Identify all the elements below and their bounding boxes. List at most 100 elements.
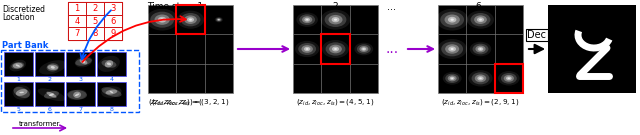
Bar xyxy=(177,5,205,34)
Ellipse shape xyxy=(67,90,87,100)
Ellipse shape xyxy=(334,48,337,50)
Ellipse shape xyxy=(215,17,223,22)
Text: Part Bank: Part Bank xyxy=(2,41,49,50)
Bar xyxy=(68,2,122,40)
Ellipse shape xyxy=(47,63,59,72)
Ellipse shape xyxy=(106,90,117,95)
Ellipse shape xyxy=(443,72,461,85)
Bar xyxy=(1,50,139,112)
Text: 3: 3 xyxy=(79,77,83,82)
Text: 6: 6 xyxy=(475,2,481,11)
Ellipse shape xyxy=(477,17,484,22)
Ellipse shape xyxy=(334,19,337,21)
Bar xyxy=(4,52,33,76)
Ellipse shape xyxy=(332,47,339,51)
Ellipse shape xyxy=(362,47,366,51)
Bar xyxy=(86,27,104,40)
Bar xyxy=(321,34,349,64)
Bar xyxy=(104,27,122,40)
Ellipse shape xyxy=(448,75,456,81)
Ellipse shape xyxy=(39,60,67,75)
Ellipse shape xyxy=(150,12,174,28)
Ellipse shape xyxy=(501,73,516,84)
Ellipse shape xyxy=(76,58,92,66)
Ellipse shape xyxy=(82,60,85,63)
Ellipse shape xyxy=(472,44,488,54)
Text: $ = ($: $ = ($ xyxy=(191,97,204,107)
Bar xyxy=(66,82,95,106)
Text: 5: 5 xyxy=(17,107,20,112)
Ellipse shape xyxy=(296,12,318,27)
Ellipse shape xyxy=(451,48,454,50)
Text: Location: Location xyxy=(2,13,35,22)
Ellipse shape xyxy=(324,12,346,27)
Ellipse shape xyxy=(321,10,350,30)
Ellipse shape xyxy=(475,75,486,82)
Ellipse shape xyxy=(75,93,79,96)
Text: 2: 2 xyxy=(92,4,98,13)
Ellipse shape xyxy=(322,40,349,58)
Ellipse shape xyxy=(357,44,371,54)
Ellipse shape xyxy=(300,14,315,25)
Ellipse shape xyxy=(146,9,179,31)
Bar xyxy=(86,2,104,15)
Bar xyxy=(35,52,64,76)
Bar xyxy=(4,82,33,106)
Text: 6: 6 xyxy=(110,16,116,26)
Ellipse shape xyxy=(79,59,88,64)
Text: 7: 7 xyxy=(74,29,80,38)
Ellipse shape xyxy=(47,92,56,98)
Text: 4: 4 xyxy=(74,16,79,26)
Text: Discretized: Discretized xyxy=(2,5,45,14)
Text: 9: 9 xyxy=(110,29,116,38)
Text: 3: 3 xyxy=(110,4,116,13)
Text: $(z_{id}, z_{loc}, z_{is})$: $(z_{id}, z_{loc}, z_{is})$ xyxy=(148,97,191,107)
Bar xyxy=(438,5,523,93)
Ellipse shape xyxy=(479,48,482,50)
Ellipse shape xyxy=(470,42,492,56)
Ellipse shape xyxy=(355,43,373,55)
Ellipse shape xyxy=(105,60,113,68)
Text: 7: 7 xyxy=(79,107,83,112)
Ellipse shape xyxy=(107,63,111,65)
Ellipse shape xyxy=(68,90,86,100)
Ellipse shape xyxy=(305,18,310,22)
Text: 1: 1 xyxy=(17,77,20,82)
Bar xyxy=(548,5,636,93)
Ellipse shape xyxy=(363,48,365,50)
Ellipse shape xyxy=(298,43,316,55)
Bar xyxy=(97,52,126,76)
Ellipse shape xyxy=(306,19,308,20)
Text: 6: 6 xyxy=(47,107,51,112)
Ellipse shape xyxy=(73,92,81,98)
Text: 8: 8 xyxy=(92,29,98,38)
Text: $(z_{id}, z_{loc}, z_{is}) = (2,9,1)$: $(z_{id}, z_{loc}, z_{is}) = (2,9,1)$ xyxy=(442,97,520,107)
Ellipse shape xyxy=(44,91,59,99)
Text: 2: 2 xyxy=(47,77,51,82)
Ellipse shape xyxy=(508,78,510,79)
Ellipse shape xyxy=(304,47,310,51)
Ellipse shape xyxy=(450,77,454,80)
Text: 2: 2 xyxy=(332,2,338,11)
Ellipse shape xyxy=(436,9,468,31)
Ellipse shape xyxy=(467,11,494,29)
Ellipse shape xyxy=(51,66,55,69)
Ellipse shape xyxy=(101,87,122,97)
Ellipse shape xyxy=(13,87,29,98)
Ellipse shape xyxy=(38,88,65,101)
Ellipse shape xyxy=(102,60,116,68)
Ellipse shape xyxy=(302,16,312,23)
Text: Time step: 1: Time step: 1 xyxy=(147,2,203,11)
Ellipse shape xyxy=(15,64,20,67)
Ellipse shape xyxy=(177,11,204,29)
Ellipse shape xyxy=(441,42,463,56)
Ellipse shape xyxy=(504,75,514,82)
Ellipse shape xyxy=(184,15,197,24)
Bar xyxy=(68,2,86,15)
Text: 4: 4 xyxy=(109,77,113,82)
Ellipse shape xyxy=(506,76,511,80)
Ellipse shape xyxy=(216,18,222,22)
Bar xyxy=(148,5,233,93)
Ellipse shape xyxy=(13,63,22,68)
Ellipse shape xyxy=(49,93,54,96)
